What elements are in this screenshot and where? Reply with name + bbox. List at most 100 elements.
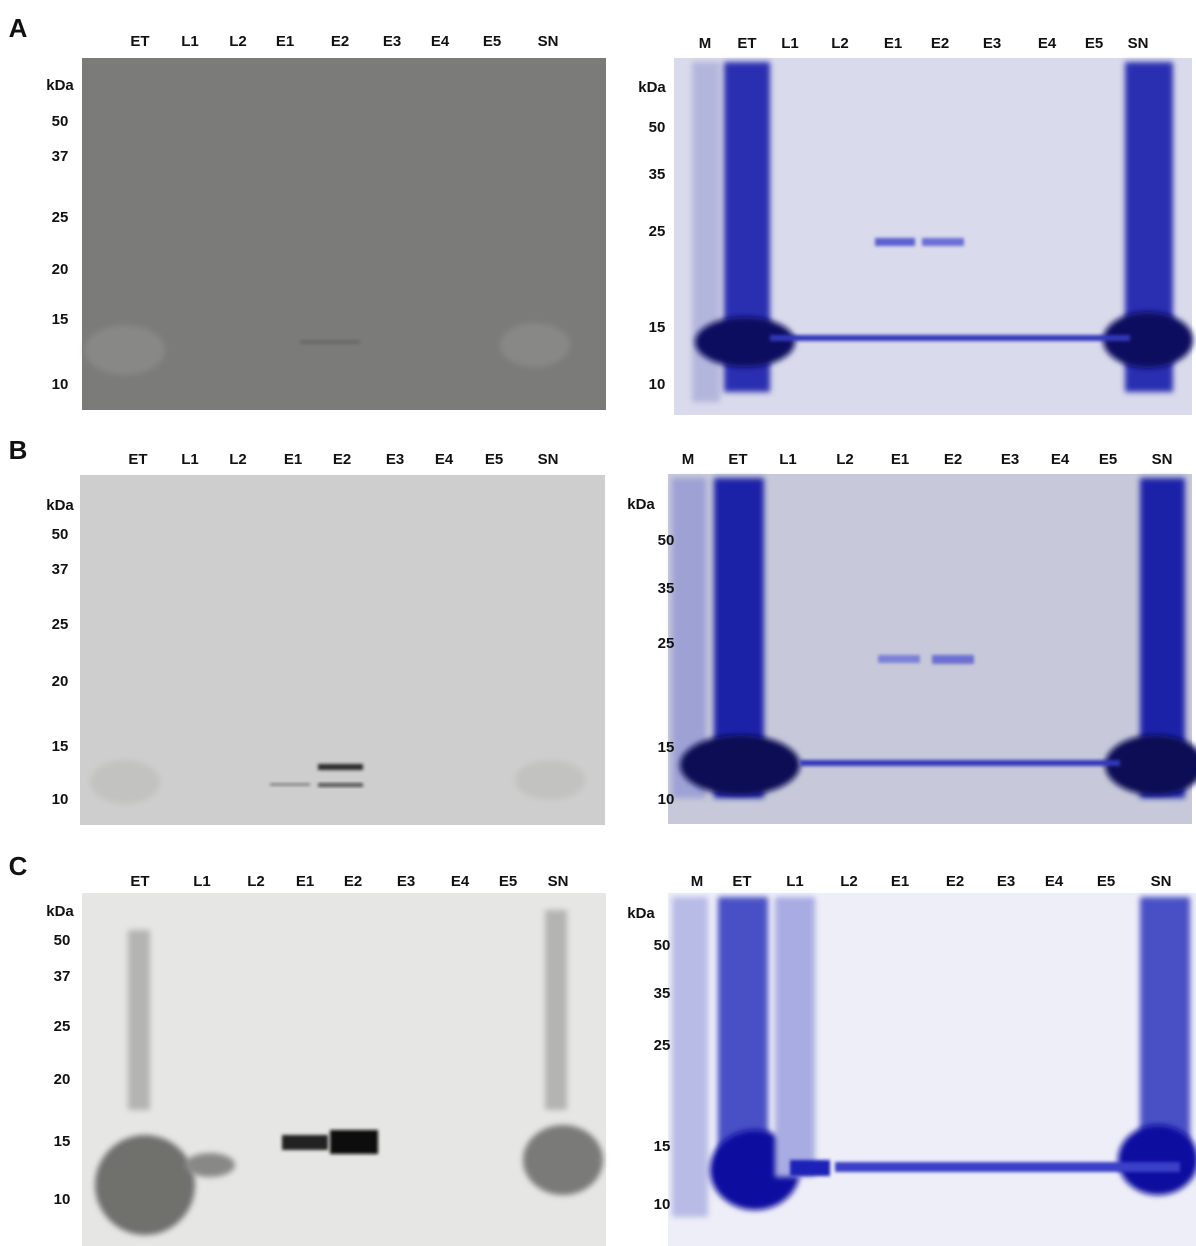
marker-label: 10 — [654, 1196, 671, 1213]
unit-label: kDa — [627, 905, 655, 922]
lane-label: SN — [1152, 451, 1173, 468]
lane-label: E3 — [386, 451, 404, 468]
lane-label: ET — [130, 873, 149, 890]
marker-label: 50 — [54, 932, 71, 949]
marker-label: 50 — [52, 113, 69, 130]
lane-label: E2 — [944, 451, 962, 468]
gel-a — [674, 58, 1193, 415]
marker-label: 25 — [658, 635, 675, 652]
marker-label: 50 — [654, 937, 671, 954]
lane-label: E3 — [383, 33, 401, 50]
marker-label: 50 — [52, 526, 69, 543]
marker-label: 15 — [649, 319, 666, 336]
blot-b — [80, 475, 605, 825]
lane-label: ET — [737, 35, 756, 52]
lane-label: E5 — [1099, 451, 1117, 468]
marker-label: 15 — [54, 1133, 71, 1150]
lane-label: ET — [130, 33, 149, 50]
lane-label: E1 — [296, 873, 314, 890]
lane-label: L1 — [781, 35, 799, 52]
unit-label: kDa — [46, 77, 74, 94]
lane-label: L1 — [779, 451, 797, 468]
lane-label: SN — [548, 873, 569, 890]
marker-label: 35 — [658, 580, 675, 597]
lane-label: E1 — [276, 33, 294, 50]
lane-label: E5 — [499, 873, 517, 890]
lane-label: E4 — [1051, 451, 1070, 468]
lane-label: M — [691, 873, 704, 890]
lane-label: M — [682, 451, 695, 468]
lane-label: E2 — [946, 873, 964, 890]
lane-label: E3 — [1001, 451, 1019, 468]
unit-label: kDa — [46, 497, 74, 514]
unit-label: kDa — [638, 79, 666, 96]
lane-label: E2 — [333, 451, 351, 468]
lane-label: E4 — [1038, 35, 1057, 52]
panel-label: A — [9, 13, 28, 43]
lane-label: E1 — [884, 35, 902, 52]
marker-label: 20 — [54, 1071, 71, 1088]
lane-label: L2 — [229, 33, 247, 50]
marker-label: 25 — [654, 1037, 671, 1054]
lane-label: L1 — [181, 451, 199, 468]
marker-label: 15 — [658, 739, 675, 756]
lane-label: SN — [538, 33, 559, 50]
marker-label: 15 — [654, 1138, 671, 1155]
lane-label: ET — [728, 451, 747, 468]
lane-label: E1 — [284, 451, 302, 468]
panel-label: B — [9, 435, 28, 465]
lane-label: L2 — [836, 451, 854, 468]
lane-label: L1 — [786, 873, 804, 890]
lane-label: E4 — [435, 451, 454, 468]
marker-label: 25 — [54, 1018, 71, 1035]
marker-label: 35 — [654, 985, 671, 1002]
marker-label: 15 — [52, 738, 69, 755]
lane-label: E5 — [1097, 873, 1115, 890]
lane-label: E3 — [997, 873, 1015, 890]
marker-label: 15 — [52, 311, 69, 328]
marker-label: 20 — [52, 673, 69, 690]
lane-label: E5 — [1085, 35, 1103, 52]
lane-label: E4 — [451, 873, 470, 890]
lane-label: SN — [538, 451, 559, 468]
lane-label: E3 — [983, 35, 1001, 52]
lane-label: E1 — [891, 451, 909, 468]
blot-a — [82, 58, 606, 410]
lane-label: L1 — [193, 873, 211, 890]
lane-label: E3 — [397, 873, 415, 890]
lane-label: E2 — [331, 33, 349, 50]
lane-label: L2 — [229, 451, 247, 468]
marker-label: 37 — [52, 561, 69, 578]
marker-label: 25 — [52, 616, 69, 633]
marker-label: 35 — [649, 166, 666, 183]
marker-label: 10 — [54, 1191, 71, 1208]
lane-label: L2 — [247, 873, 265, 890]
lane-label: E2 — [931, 35, 949, 52]
lane-label: ET — [732, 873, 751, 890]
lane-label: E5 — [483, 33, 501, 50]
marker-label: 10 — [52, 791, 69, 808]
lane-label: L1 — [181, 33, 199, 50]
marker-label: 25 — [649, 223, 666, 240]
unit-label: kDa — [627, 496, 655, 513]
marker-label: 10 — [658, 791, 675, 808]
lane-label: E4 — [1045, 873, 1064, 890]
unit-label: kDa — [46, 903, 74, 920]
lane-label: ET — [128, 451, 147, 468]
marker-label: 10 — [52, 376, 69, 393]
gel-c — [668, 893, 1196, 1246]
lane-label: L2 — [840, 873, 858, 890]
lane-label: E4 — [431, 33, 450, 50]
lane-label: E2 — [344, 873, 362, 890]
blot-c — [82, 893, 606, 1246]
marker-label: 25 — [52, 209, 69, 226]
figure: A B C ET L1 L2 E1 E2 E3 E4 E5 SN kDa 50 37 25 20 15 10 M… — [0, 0, 1196, 1246]
marker-label: 10 — [649, 376, 666, 393]
marker-label: 20 — [52, 261, 69, 278]
lane-label: L2 — [831, 35, 849, 52]
marker-label: 50 — [649, 119, 666, 136]
gel-b — [668, 474, 1196, 824]
lane-label: M — [699, 35, 712, 52]
panel-label: C — [9, 851, 28, 881]
marker-label: 37 — [54, 968, 71, 985]
